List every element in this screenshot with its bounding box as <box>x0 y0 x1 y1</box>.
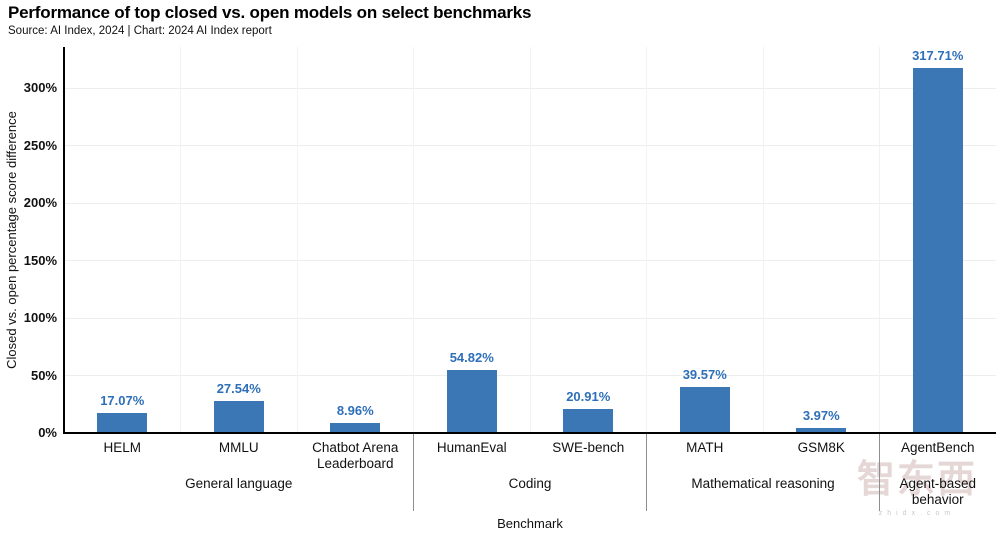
value-label: 317.71% <box>912 47 964 63</box>
bar-SWE-bench <box>563 408 614 433</box>
category-label: AgentBench <box>900 440 975 455</box>
value-label: 54.82% <box>449 349 494 365</box>
gridline-vertical <box>879 47 880 433</box>
y-tick-label: 200% <box>23 195 57 210</box>
y-tick-label: 0% <box>38 425 57 440</box>
gridline-vertical <box>296 47 298 433</box>
group-separator <box>879 433 880 511</box>
y-tick-label: 100% <box>23 310 57 325</box>
group-separator <box>646 433 647 511</box>
category-label: SWE-bench <box>552 440 625 455</box>
category-label: HumanEval <box>436 440 507 455</box>
gridline-vertical <box>413 47 414 433</box>
gridline-vertical <box>762 47 764 433</box>
bar-Chatbot-Arena-Leaderboard <box>330 422 381 433</box>
value-label: 17.07% <box>100 393 145 409</box>
y-tick-label: 250% <box>23 137 57 153</box>
bar-HumanEval <box>446 369 497 433</box>
gridline-vertical <box>529 47 531 433</box>
group-separator <box>413 433 414 511</box>
category-label: MMLU <box>218 440 259 455</box>
value-label: 8.96% <box>336 402 374 418</box>
x-axis-title: Benchmark <box>497 516 563 531</box>
value-label: 20.91% <box>566 388 611 404</box>
bar-GSM8K <box>796 428 847 433</box>
x-axis-line <box>63 432 996 434</box>
value-label: 39.57% <box>682 367 727 383</box>
y-tick-label: 150% <box>23 252 57 268</box>
y-axis-line <box>63 47 65 433</box>
group-label: Mathematical reasoning <box>691 476 835 491</box>
category-label: MATH <box>686 440 724 455</box>
bar-MMLU <box>213 401 264 433</box>
group-label: General language <box>185 476 293 491</box>
bar-MATH <box>679 387 730 433</box>
y-tick-label: 50% <box>30 367 57 383</box>
category-label: GSM8K <box>797 440 845 455</box>
group-label: Coding <box>508 476 552 491</box>
bar-AgentBench <box>912 67 963 433</box>
chart-title: Performance of top closed vs. open model… <box>8 3 532 22</box>
bar-HELM <box>97 413 148 433</box>
category-label: Chatbot Arena Leaderboard <box>312 440 399 471</box>
category-label: HELM <box>103 440 141 455</box>
group-label: Agent-based behavior <box>899 476 977 507</box>
y-tick-label: 300% <box>23 80 57 95</box>
gridline-vertical <box>646 47 647 433</box>
gridline-vertical <box>180 47 181 433</box>
value-label: 27.54% <box>216 381 261 397</box>
chart-subtitle: Source: AI Index, 2024 | Chart: 2024 AI … <box>8 25 272 37</box>
value-label: 3.97% <box>802 408 840 424</box>
